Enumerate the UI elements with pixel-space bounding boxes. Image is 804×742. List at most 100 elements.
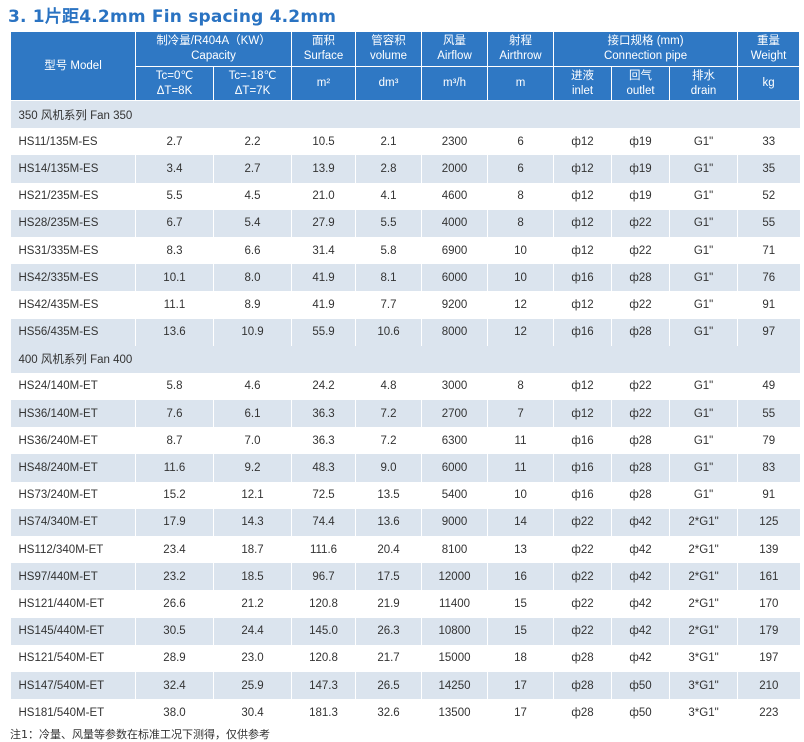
cell-capacity-tc0: 38.0 [135,699,214,727]
cell-drain: G1" [669,454,739,482]
cell-capacity-tc0: 3.4 [135,155,214,183]
cell-volume: 7.2 [355,400,423,428]
cell-outlet: ф28 [611,318,671,346]
cell-weight: 91 [737,481,800,509]
cell-model: HS181/540M-ET [10,699,136,727]
header-drain: 排水 drain [669,66,739,101]
table-row: HS36/240M-ET 8.7 7.0 36.3 7.2 6300 11 ф16 ф28 G1"… [10,427,800,455]
cell-airthrow: 18 [487,644,555,672]
cell-outlet: ф50 [611,699,671,727]
cell-capacity-tc0: 28.9 [135,644,214,672]
cell-airthrow: 7 [487,400,555,428]
cell-capacity-tc18: 8.9 [213,291,293,319]
cell-weight: 210 [737,671,800,700]
header-airthrow: 射程 Airthrow [487,31,555,67]
header-airthrow-unit: m [487,66,555,101]
cell-capacity-tc0: 30.5 [135,617,214,645]
cell-drain: G1" [669,209,739,237]
page-title: 3. 1片距4.2mm Fin spacing 4.2mm [8,7,337,27]
cell-surface: 147.3 [291,671,357,700]
cell-airthrow: 16 [487,563,555,591]
section-label: 350 风机系列 Fan 350 [10,100,800,129]
cell-capacity-tc0: 26.6 [135,590,214,618]
cell-outlet: ф19 [611,182,671,210]
cell-airthrow: 8 [487,372,555,401]
cell-weight: 91 [737,291,800,319]
cell-drain: G1" [669,372,739,401]
cell-drain: 3*G1" [669,671,739,700]
cell-model: HS14/135M-ES [10,155,136,183]
cell-outlet: ф50 [611,671,671,700]
cell-capacity-tc0: 15.2 [135,481,214,509]
cell-capacity-tc18: 8.0 [213,264,293,292]
cell-outlet: ф42 [611,644,671,672]
cell-inlet: ф16 [553,318,613,346]
table-row: HS73/240M-ET 15.2 12.1 72.5 13.5 5400 10 ф16 ф28… [10,481,800,509]
table-row: HS56/435M-ES 13.6 10.9 55.9 10.6 8000 12 ф16 ф28… [10,318,800,346]
cell-capacity-tc18: 21.2 [213,590,293,618]
cell-volume: 10.6 [355,318,423,346]
cell-drain: 2*G1" [669,590,739,618]
cell-outlet: ф42 [611,617,671,645]
table-row: HS31/335M-ES 8.3 6.6 31.4 5.8 6900 10 ф12 ф22 G1"… [10,236,800,265]
cell-airflow: 5400 [421,481,489,509]
cell-model: HS112/340M-ET [10,536,136,564]
header-inlet: 进液 inlet [553,66,613,101]
cell-outlet: ф28 [611,481,671,509]
cell-weight: 35 [737,155,800,183]
cell-surface: 74.4 [291,508,357,536]
cell-outlet: ф22 [611,372,671,401]
cell-drain: G1" [669,318,739,346]
cell-capacity-tc18: 18.5 [213,563,293,591]
cell-drain: G1" [669,400,739,428]
cell-capacity-tc0: 32.4 [135,671,214,700]
cell-airflow: 3000 [421,372,489,401]
cell-surface: 41.9 [291,264,357,292]
cell-model: HS97/440M-ET [10,563,136,591]
cell-inlet: ф12 [553,128,613,156]
cell-volume: 20.4 [355,536,423,564]
cell-drain: G1" [669,481,739,509]
cell-drain: 3*G1" [669,644,739,672]
cell-volume: 2.8 [355,155,423,183]
table-row: HS181/540M-ET 38.0 30.4 181.3 32.6 13500 17 ф28… [10,699,800,727]
cell-model: HS24/140M-ET [10,372,136,401]
cell-airthrow: 12 [487,291,555,319]
cell-inlet: ф16 [553,264,613,292]
cell-weight: 76 [737,264,800,292]
header-model: 型号 Model [10,31,136,101]
cell-capacity-tc0: 13.6 [135,318,214,346]
table-row: HS28/235M-ES 6.7 5.4 27.9 5.5 4000 8 ф12 ф22 G1" 5… [10,209,800,237]
cell-capacity-tc18: 2.7 [213,155,293,183]
cell-capacity-tc18: 30.4 [213,699,293,727]
cell-volume: 13.5 [355,481,423,509]
cell-capacity-tc0: 5.8 [135,372,214,401]
cell-capacity-tc18: 6.1 [213,400,293,428]
cell-weight: 71 [737,236,800,265]
cell-model: HS36/140M-ET [10,400,136,428]
cell-volume: 8.1 [355,264,423,292]
header-outlet: 回气 outlet [611,66,671,101]
header-volume-unit: dm³ [355,66,423,101]
cell-model: HS31/335M-ES [10,236,136,265]
cell-airflow: 2300 [421,128,489,156]
cell-weight: 125 [737,508,800,536]
header-airflow: 风量 Airflow [421,31,489,67]
cell-outlet: ф22 [611,236,671,265]
table-row: HS21/235M-ES 5.5 4.5 21.0 4.1 4600 8 ф12 ф19 G1" 5… [10,182,800,210]
cell-airflow: 13500 [421,699,489,727]
cell-outlet: ф19 [611,128,671,156]
cell-airflow: 12000 [421,563,489,591]
cell-airthrow: 10 [487,236,555,265]
table-row: HS42/435M-ES 11.1 8.9 41.9 7.7 9200 12 ф12 ф22 G1… [10,291,800,319]
cell-capacity-tc18: 24.4 [213,617,293,645]
cell-capacity-tc0: 5.5 [135,182,214,210]
table-row: HS121/540M-ET 28.9 23.0 120.8 21.7 15000 18 ф28… [10,644,800,672]
cell-inlet: ф12 [553,291,613,319]
table-row: HS24/140M-ET 5.8 4.6 24.2 4.8 3000 8 ф12 ф22 G1" 4… [10,372,800,401]
cell-outlet: ф42 [611,563,671,591]
cell-inlet: ф22 [553,508,613,536]
cell-airthrow: 17 [487,671,555,700]
header-volume: 管容积 volume [355,31,423,67]
cell-model: HS42/435M-ES [10,291,136,319]
